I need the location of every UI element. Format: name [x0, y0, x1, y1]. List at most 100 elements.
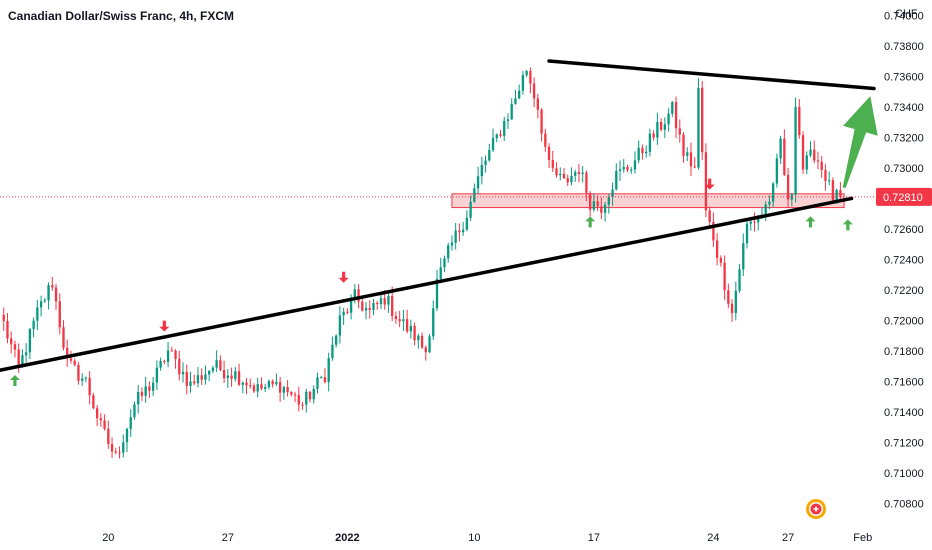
candle — [226, 369, 229, 388]
candle — [637, 140, 640, 164]
candle — [245, 378, 248, 394]
y-tick-label: 0.73200 — [884, 132, 924, 144]
time-axis[interactable]: 20 27 2022 10 17 24 27 Feb — [102, 532, 872, 544]
candle — [813, 140, 816, 164]
candle — [439, 257, 442, 284]
candle — [331, 336, 334, 361]
logo-badge[interactable] — [806, 499, 826, 519]
candle — [738, 263, 741, 293]
candle — [211, 365, 215, 374]
y-tick-label: 0.71400 — [884, 407, 924, 419]
candle — [484, 155, 487, 173]
candle — [663, 117, 666, 139]
candle — [790, 192, 793, 207]
candle — [178, 350, 181, 381]
candle — [241, 381, 244, 394]
candle — [170, 346, 173, 352]
candle — [234, 366, 237, 382]
candle — [798, 98, 801, 139]
candle — [693, 157, 696, 169]
candle — [521, 71, 525, 95]
candle — [678, 119, 681, 143]
current-price-badge — [876, 187, 932, 206]
candle — [689, 142, 693, 176]
candle — [771, 181, 775, 208]
candle — [491, 128, 495, 153]
up-signal-arrow-icon — [842, 219, 853, 231]
candle — [768, 195, 771, 210]
candle — [592, 193, 596, 212]
down-signal-arrow-icon — [159, 320, 170, 332]
candle — [256, 377, 259, 398]
candle — [148, 381, 151, 398]
x-tick-label: 20 — [102, 532, 114, 544]
candle — [36, 299, 39, 331]
candle — [495, 133, 498, 143]
candle — [275, 373, 278, 386]
candle — [794, 97, 797, 203]
projection-arrow-icon[interactable] — [842, 96, 878, 189]
candle — [719, 255, 723, 267]
candle — [499, 130, 502, 138]
candle — [514, 89, 517, 105]
plot-area[interactable] — [0, 59, 878, 459]
candle — [465, 210, 469, 232]
trendlines — [0, 59, 878, 372]
candle — [753, 212, 756, 232]
candle — [712, 212, 715, 247]
chart-title: Canadian Dollar/Swiss Franc, 4h, FXCM — [8, 9, 234, 23]
candle — [308, 390, 312, 403]
candle — [230, 367, 233, 387]
candle — [559, 167, 562, 181]
y-tick-label: 0.72600 — [884, 224, 924, 236]
candle — [417, 333, 420, 349]
candle — [237, 363, 241, 387]
candle — [144, 376, 147, 403]
candle — [110, 437, 114, 458]
candle — [376, 300, 379, 310]
candle — [443, 255, 446, 273]
candle — [828, 171, 831, 186]
candle — [28, 328, 32, 360]
candle — [809, 141, 812, 158]
candle — [432, 300, 435, 340]
candle — [607, 193, 610, 214]
candle — [278, 376, 282, 402]
candle — [103, 414, 106, 431]
candle — [10, 331, 13, 354]
candle — [476, 166, 480, 194]
candle — [118, 446, 121, 459]
candle — [99, 412, 103, 427]
candle — [185, 364, 188, 395]
candle — [645, 145, 648, 158]
candle — [6, 313, 9, 344]
candle — [424, 345, 427, 361]
falling-resistance-trendline[interactable] — [547, 59, 876, 91]
candle — [581, 166, 584, 183]
candle — [603, 201, 607, 222]
candle — [779, 135, 782, 164]
price-axis[interactable]: 0.74000 0.73800 0.73600 0.73400 0.73200 0.730… — [876, 10, 932, 511]
candle — [749, 219, 752, 231]
candle — [43, 297, 46, 304]
rising-support-trendline[interactable] — [0, 196, 854, 372]
support-zone[interactable] — [451, 193, 845, 209]
candle — [73, 358, 76, 367]
candle — [518, 84, 521, 100]
candle — [219, 355, 222, 372]
candle — [338, 306, 342, 344]
candle — [193, 374, 196, 386]
x-tick-label: Feb — [853, 532, 872, 544]
candle — [585, 170, 588, 202]
y-tick-label: 0.72400 — [884, 254, 924, 266]
candle — [630, 167, 633, 174]
candle — [140, 387, 144, 401]
candle — [577, 163, 581, 183]
candle — [334, 334, 338, 348]
candle — [62, 320, 65, 351]
candle — [264, 383, 267, 392]
y-tick-label: 0.71600 — [884, 377, 924, 389]
y-tick-label: 0.71800 — [884, 346, 924, 358]
candle — [615, 163, 618, 191]
